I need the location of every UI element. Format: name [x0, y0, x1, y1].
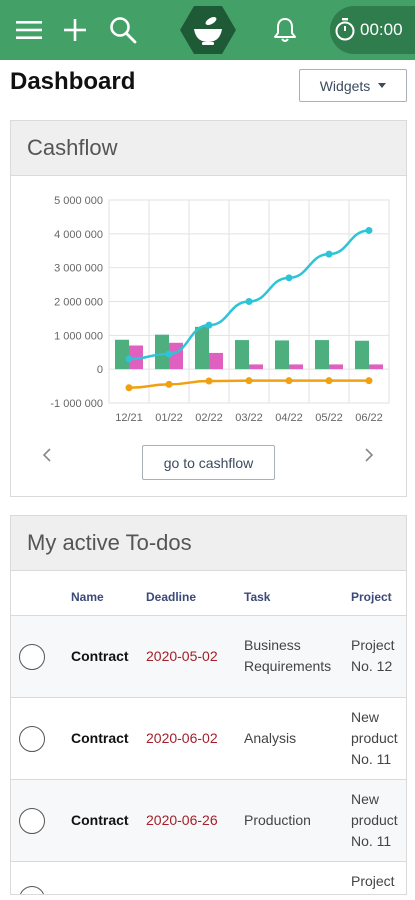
table-header: Name Deadline Task Project	[11, 572, 406, 616]
x-tick-label: 04/22	[275, 412, 303, 424]
line-point-1	[245, 377, 253, 385]
todo-deadline: 2020-06-02	[146, 730, 218, 746]
top-app-bar: 00:00	[0, 0, 415, 60]
bar-0	[195, 326, 209, 370]
cashflow-chart: 5 000 000 4 000 000 3 000 000 2 000 000 1 00…	[50, 195, 390, 424]
widgets-button-label: Widgets	[319, 77, 371, 94]
table-row[interactable]: Contract 2020-06-02 Analysis New product N…	[11, 698, 406, 780]
y-tick-label: 3 000 000	[54, 263, 103, 275]
bar-0	[315, 340, 329, 370]
complete-radio[interactable]	[19, 886, 45, 894]
x-tick-label: 12/21	[115, 412, 143, 424]
line-point-0	[285, 274, 293, 282]
todo-name[interactable]: Contract	[71, 648, 129, 664]
bar-1	[369, 364, 383, 370]
table-row[interactable]: Contract 2020-05-02 Business Requirements…	[11, 616, 406, 698]
x-tick-label: 02/22	[195, 412, 223, 424]
complete-radio[interactable]	[19, 726, 45, 752]
todo-task: Business Requirements	[244, 637, 332, 674]
line-point-0	[365, 226, 373, 234]
x-tick-label: 06/22	[355, 412, 383, 424]
chevron-left-icon[interactable]	[35, 443, 59, 467]
complete-radio[interactable]	[19, 808, 45, 834]
y-tick-label: -1 000 000	[50, 398, 103, 410]
y-tick-label: 5 000 000	[54, 195, 103, 207]
y-tick-label: 0	[97, 364, 103, 376]
todo-deadline: 2020-05-02	[146, 648, 218, 664]
todo-task: Production	[244, 812, 311, 828]
line-point-1	[365, 377, 373, 385]
x-tick-label: 03/22	[235, 412, 263, 424]
todo-project: New product No. 11	[351, 791, 398, 849]
line-point-0	[245, 298, 253, 305]
menu-icon[interactable]	[14, 0, 44, 60]
x-tick-label: 05/22	[315, 412, 343, 424]
column-header-name[interactable]: Name	[71, 590, 104, 604]
bar-0	[355, 340, 369, 370]
bar-1	[289, 364, 303, 370]
time-tracker[interactable]: 00:00	[330, 6, 415, 54]
y-tick-label: 4 000 000	[54, 229, 103, 241]
line-point-0	[165, 350, 173, 358]
todo-name[interactable]: Contract	[71, 812, 129, 828]
todo-project: Project No. 12	[351, 637, 395, 674]
bar-1	[329, 364, 343, 370]
todo-name[interactable]: Contract	[71, 730, 129, 746]
bar-0	[275, 340, 289, 370]
column-header-task[interactable]: Task	[244, 590, 271, 604]
y-tick-label: 1 000 000	[54, 330, 103, 342]
plus-icon[interactable]	[62, 0, 88, 60]
todo-task: Analysis	[244, 730, 297, 746]
table-row[interactable]: Contract 2020-06-26 Production New produc…	[11, 780, 406, 862]
line-point-1	[165, 380, 173, 388]
todo-deadline: 2020-06-26	[146, 812, 218, 828]
table-row[interactable]: Project	[11, 862, 406, 894]
bar-1	[249, 364, 263, 370]
bowl-logo-icon[interactable]	[180, 2, 236, 58]
line-point-1	[125, 384, 133, 392]
todo-project: New product No. 11	[351, 709, 398, 767]
bell-icon[interactable]	[272, 0, 298, 60]
bar-0	[115, 339, 129, 370]
page-title: Dashboard	[10, 68, 136, 95]
go-to-cashflow-button[interactable]: go to cashflow	[142, 445, 275, 480]
line-point-1	[285, 377, 293, 385]
cashflow-title: Cashflow	[11, 121, 406, 176]
line-point-0	[325, 250, 333, 258]
chevron-right-icon[interactable]	[357, 443, 381, 467]
todo-project: Project	[351, 873, 395, 889]
stopwatch-icon	[335, 18, 355, 41]
bar-1	[129, 345, 143, 370]
widgets-dropdown-button[interactable]: Widgets	[299, 69, 407, 102]
line-point-0	[205, 321, 213, 329]
line-point-1	[205, 377, 213, 385]
column-header-deadline[interactable]: Deadline	[146, 590, 197, 604]
cashflow-widget: Cashflow 5 000 000 4 000 000 3 000 000 2 00…	[10, 120, 407, 497]
x-tick-label: 01/22	[155, 412, 183, 424]
column-header-project[interactable]: Project	[351, 590, 392, 604]
y-tick-label: 2 000 000	[54, 297, 103, 309]
line-point-0	[125, 355, 133, 363]
timer-value: 00:00	[360, 20, 403, 39]
line-point-1	[325, 377, 333, 385]
todos-title: My active To-dos	[11, 516, 406, 571]
bar-1	[209, 352, 223, 370]
active-todos-widget: My active To-dos Name Deadline Task Proj…	[10, 515, 407, 895]
todos-table: Name Deadline Task Project Contract 2020…	[11, 572, 406, 894]
caret-down-icon	[378, 83, 387, 88]
bar-0	[155, 334, 169, 370]
search-icon[interactable]	[108, 0, 138, 60]
bar-0	[235, 340, 249, 370]
complete-radio[interactable]	[19, 644, 45, 670]
